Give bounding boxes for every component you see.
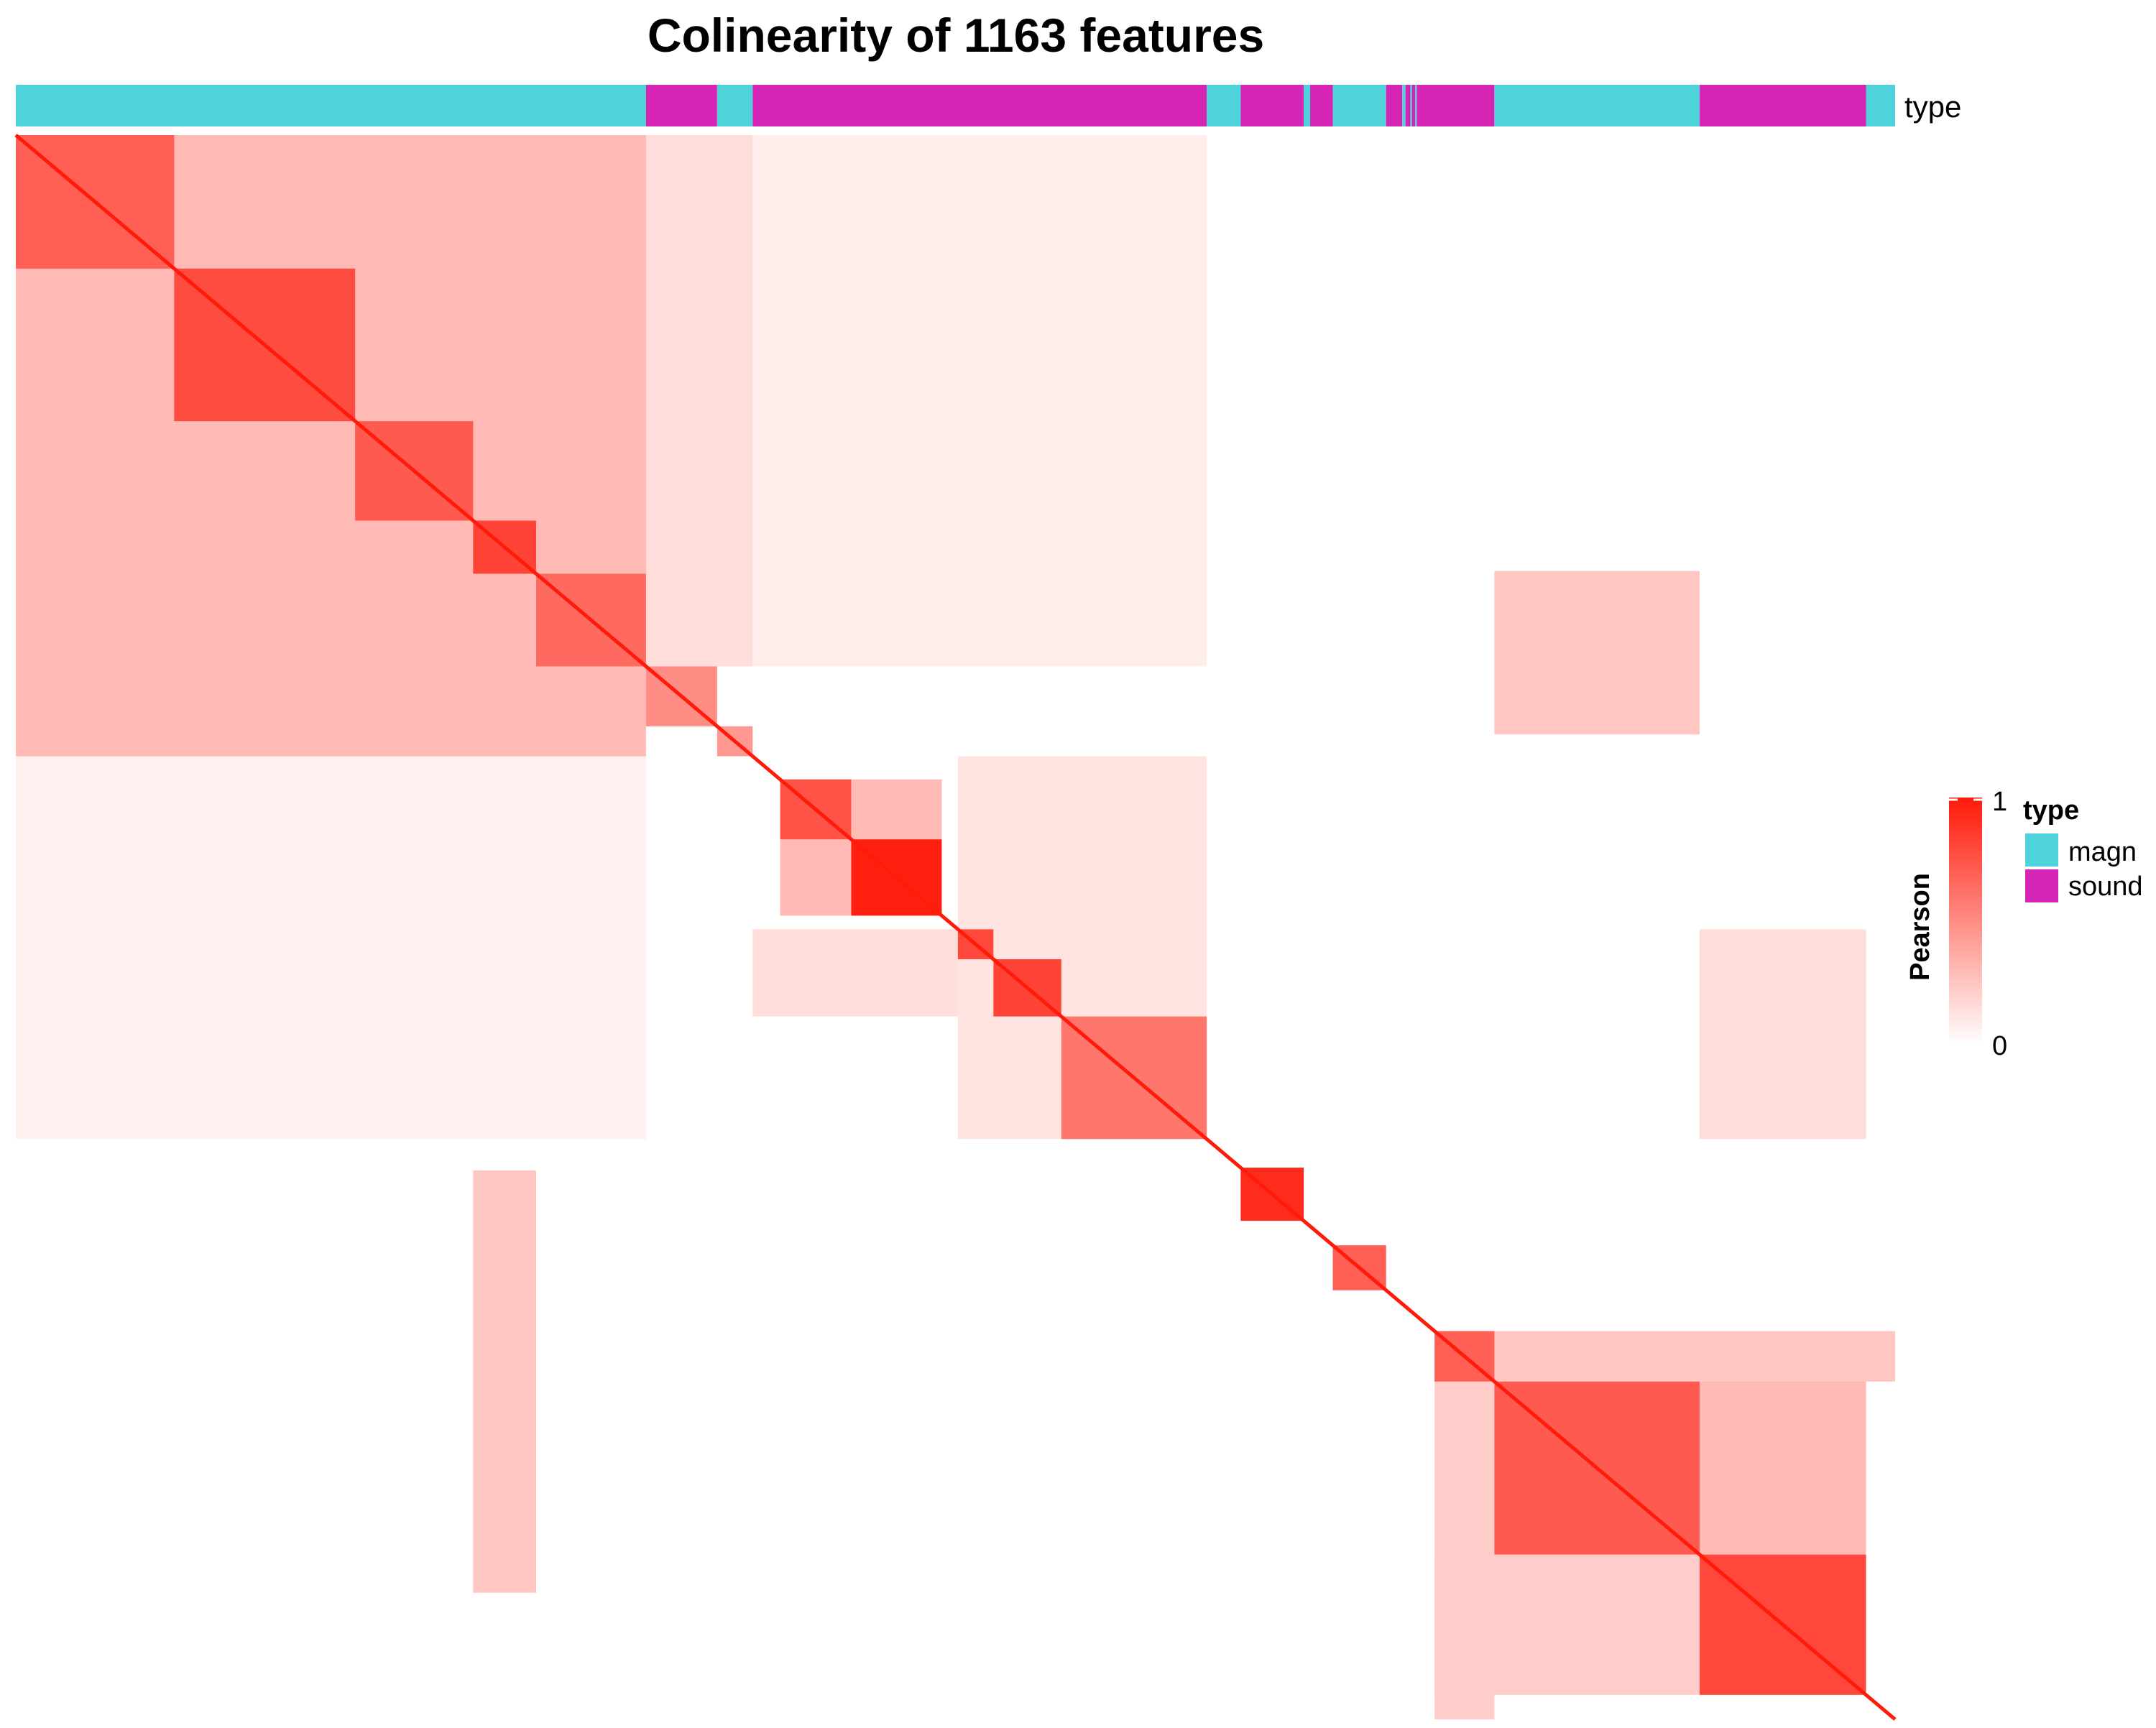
type-segment-sound <box>1416 85 1495 126</box>
type-segment-magn <box>1410 85 1412 126</box>
type-annotation-bar <box>16 85 1895 126</box>
type-segment-magn <box>1866 85 1895 126</box>
correlation-block-off-diagonal <box>16 756 646 1140</box>
colorbar-gradient <box>1949 798 1982 1045</box>
correlation-block-off-diagonal <box>1699 929 1866 1140</box>
chart-title: Colinearity of 1163 features <box>648 9 1264 62</box>
legend-label-magn: magn <box>2068 837 2137 867</box>
correlation-block-off-diagonal <box>645 135 753 667</box>
type-segment-magn <box>1332 85 1386 126</box>
annotation-bar-label: type <box>1904 90 1961 124</box>
correlation-block-off-diagonal <box>1434 1554 1700 1695</box>
type-legend-title: type <box>2023 795 2079 826</box>
type-segment-sound <box>1405 85 1411 126</box>
type-segment-magn <box>1415 85 1417 126</box>
type-segment-sound <box>1411 85 1416 126</box>
legend-swatch-magn <box>2025 833 2058 867</box>
type-segment-magn <box>16 85 646 126</box>
correlation-block-off-diagonal <box>1494 1331 1895 1382</box>
type-segment-sound <box>1310 85 1333 126</box>
type-segment-sound <box>752 85 1207 126</box>
type-segment-magn <box>1494 85 1700 126</box>
type-segment-magn <box>1207 85 1241 126</box>
type-segment-magn <box>1304 85 1311 126</box>
correlation-block-off-diagonal <box>473 1170 537 1593</box>
correlation-block-off-diagonal <box>1494 570 1700 735</box>
colorbar-tick-label-min: 0 <box>1992 1031 2007 1061</box>
colorbar-title: Pearson <box>1905 873 1935 981</box>
correlation-matrix <box>14 134 1897 1721</box>
legend-label-sound: sound <box>2068 872 2143 902</box>
colorbar-tick-label-max: 1 <box>1992 787 2007 817</box>
type-segment-sound <box>1699 85 1866 126</box>
self-correlation-diagonal <box>14 134 1897 1721</box>
type-segment-sound <box>1386 85 1403 126</box>
type-segment-sound <box>1240 85 1304 126</box>
legend-swatch-sound <box>2025 869 2058 902</box>
correlation-block-off-diagonal <box>752 135 1207 667</box>
type-legend: type magn sound <box>2023 795 2143 902</box>
type-segment-magn <box>1402 85 1406 126</box>
type-segment-sound <box>645 85 717 126</box>
pearson-colorbar: 1 0 Pearson <box>1905 787 2007 1061</box>
type-segment-magn <box>717 85 753 126</box>
correlation-block-off-diagonal <box>1699 1381 1866 1555</box>
